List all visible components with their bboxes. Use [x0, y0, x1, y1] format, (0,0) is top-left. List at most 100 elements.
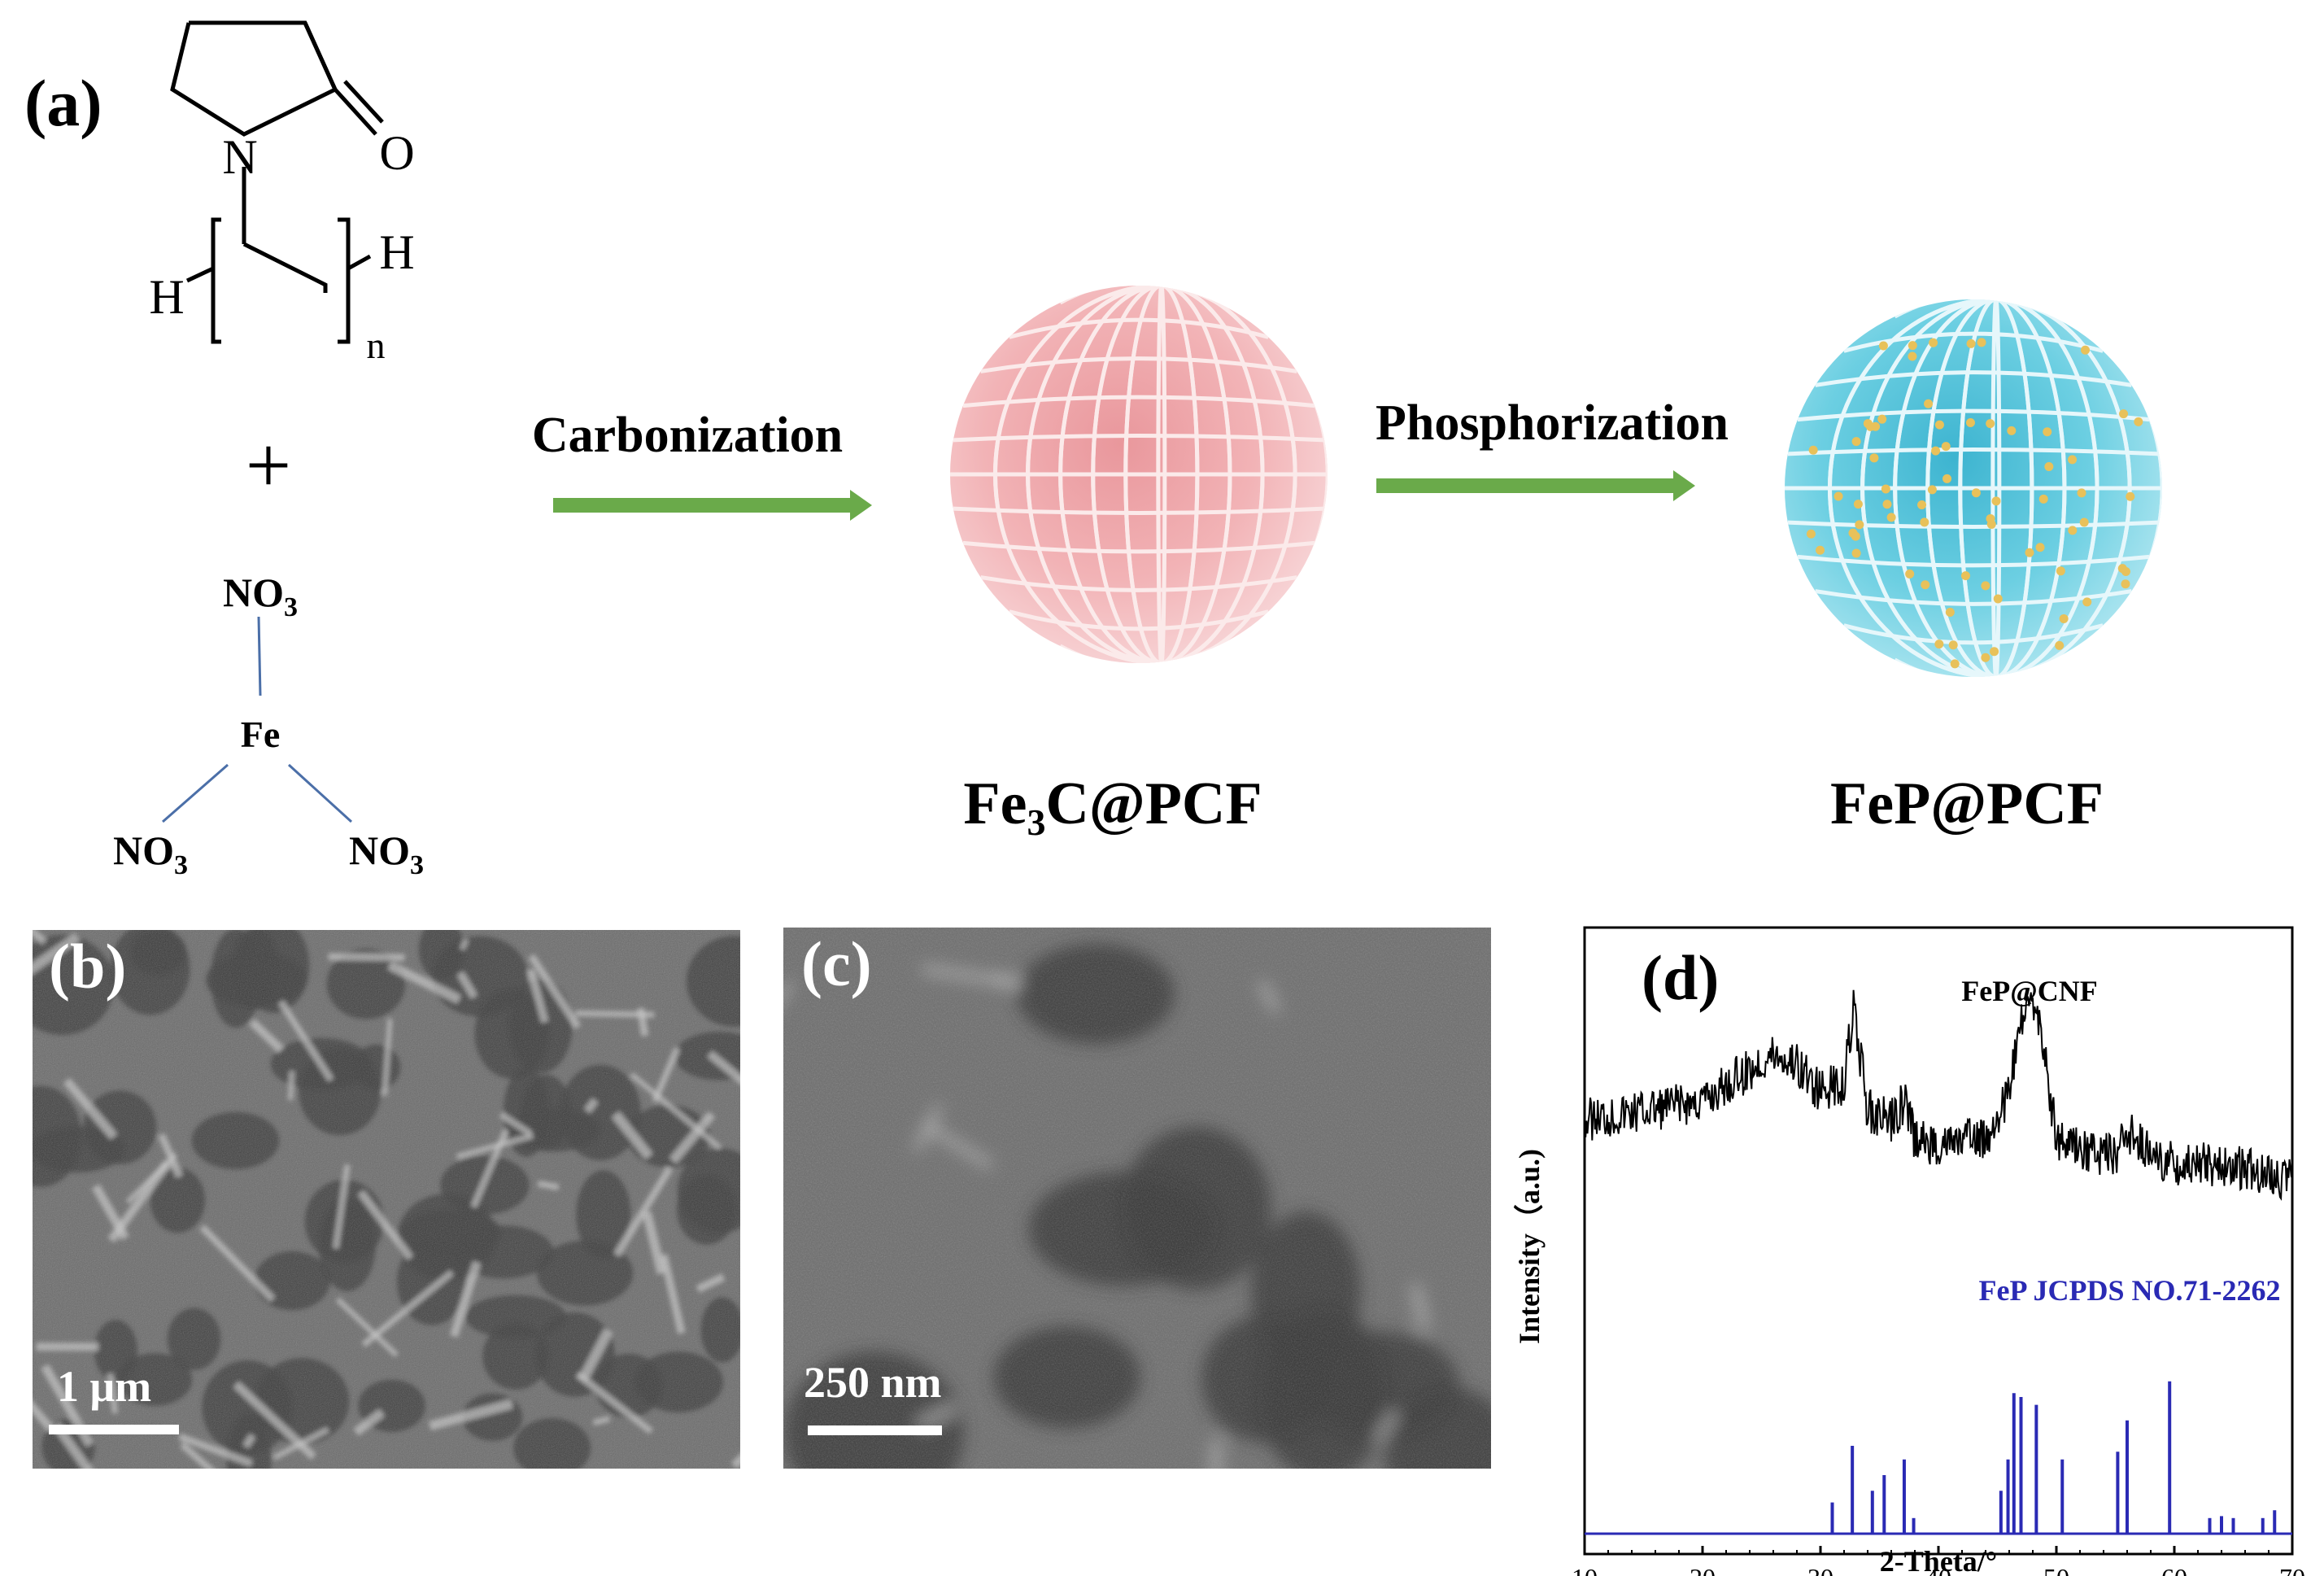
fep-pcf-sphere: [1785, 299, 2162, 677]
fep-particle: [1966, 338, 1976, 348]
sem-texture-c: [783, 928, 1491, 1469]
product1-label: Fe3C@PCF: [963, 771, 1262, 843]
fep-particle: [1816, 545, 1825, 555]
sem-texture-b: [33, 930, 740, 1469]
panel-a-scheme: N O H H n + Fe NO3 NO3 NO3 Carbonization…: [113, 20, 2162, 880]
xrd-xtick-label: 20: [1690, 1563, 1716, 1576]
fep-particle: [1945, 607, 1955, 617]
phosphorization-arrow: [1376, 470, 1695, 501]
fep-particle: [1942, 474, 1952, 483]
carbonization-label: Carbonization: [532, 408, 843, 463]
fep-particle: [2126, 491, 2135, 501]
fep-particle: [1886, 513, 1896, 522]
fep-particle: [1981, 581, 1990, 591]
fep-particle: [1927, 485, 1937, 495]
phosphorization-label: Phosphorization: [1376, 395, 1729, 451]
fep-particle: [1977, 338, 1986, 347]
fep-particle: [2035, 543, 2045, 552]
fep-particle: [2121, 579, 2130, 589]
fep-particle: [1881, 484, 1890, 494]
fep-particle: [1855, 520, 1864, 530]
fep-particle: [1851, 531, 1860, 541]
xrd-xtick-label: 10: [1572, 1563, 1598, 1576]
fep-particle: [1986, 513, 1995, 523]
fep-particle: [2119, 409, 2129, 419]
fep-particle: [1833, 491, 1843, 501]
fep-particle: [1917, 500, 1927, 509]
panel-d-label: (d): [1642, 942, 1719, 1013]
fep-particle: [1882, 500, 1892, 509]
xrd-xtick-label: 60: [2161, 1563, 2187, 1576]
fep-particle: [2055, 640, 2065, 650]
scale-bar-label-b: 1 μm: [57, 1362, 152, 1411]
fe-center: Fe: [241, 714, 281, 755]
xrd-xtick-label: 50: [2043, 1563, 2069, 1576]
fep-particle: [2082, 597, 2092, 607]
fe-bond-left: [162, 763, 229, 823]
ligand-left: NO3: [113, 827, 188, 880]
fe-bond-right: [287, 763, 353, 823]
fep-particle: [2068, 455, 2078, 465]
panel-c-label: (c): [801, 928, 872, 999]
fep-particle: [2068, 526, 2078, 535]
fep-particle: [1993, 594, 2003, 604]
fep-particle: [1851, 437, 1861, 447]
scale-bar-c: [808, 1425, 942, 1435]
xrd-xtick-label: 70: [2279, 1563, 2305, 1576]
fep-particle: [2056, 566, 2065, 576]
fep-particle: [2059, 613, 2069, 623]
fep-particle: [1924, 399, 1934, 408]
fep-particle: [1921, 580, 1930, 590]
fep-particle: [1981, 653, 1990, 662]
pvp-subscript-n: n: [367, 325, 386, 366]
fep-particle: [1948, 640, 1958, 650]
fep-particle: [1851, 548, 1861, 558]
ligand-top: NO3: [223, 570, 298, 622]
fep-particle: [1920, 517, 1929, 527]
pvp-atom-n: N: [222, 130, 257, 184]
fep-particle: [1934, 420, 1944, 430]
fep-particle: [2121, 567, 2130, 577]
fep-particle: [1806, 529, 1816, 539]
fep-particle: [1965, 417, 1975, 427]
fep-particle: [1931, 446, 1941, 456]
scale-bar-label-c: 250 nm: [804, 1358, 942, 1407]
fep-particle: [1960, 571, 1970, 581]
carbonization-arrow: [553, 490, 872, 521]
fep-particle: [2043, 427, 2052, 437]
sem-image-b: (b) 1 μm: [33, 930, 740, 1469]
panel-b-label: (b): [49, 931, 127, 1002]
fep-particle: [1808, 445, 1818, 455]
panel-a-label: (a): [24, 66, 102, 140]
xrd-ylabel: Intensity（a.u.): [1513, 1149, 1546, 1344]
fep-particle: [1929, 338, 1938, 347]
fep-particle: [2077, 488, 2086, 498]
xrd-series-sample: [1584, 989, 2293, 1201]
scale-bar-b: [49, 1425, 179, 1434]
xrd-chart: 10 20 30 40 50 60 70 (d) FeP@CNF FeP JCPDS NO.…: [1513, 926, 2305, 1576]
xrd-reference-label: FeP JCPDS NO.71-2262: [1979, 1274, 2281, 1307]
pvp-structure: [170, 20, 384, 344]
fep-particle: [1990, 647, 1999, 657]
fep-particle: [1877, 414, 1887, 424]
fep-particle: [2079, 517, 2089, 527]
pvp-h-right: H: [379, 225, 414, 279]
plus-sign: +: [246, 420, 291, 510]
pvp-atom-o: O: [379, 126, 414, 180]
pvp-h-left: H: [149, 270, 184, 324]
xrd-xtick-label: 40: [1925, 1563, 1951, 1576]
fe-bond-top: [257, 616, 262, 696]
fep-particle: [1934, 640, 1944, 649]
fep-particle: [1986, 419, 1995, 429]
xrd-sample-label: FeP@CNF: [1961, 975, 2097, 1007]
ligand-right: NO3: [349, 827, 424, 880]
fe3c-pcf-sphere: [950, 286, 1328, 663]
xrd-plot-frame: [1583, 926, 2294, 1556]
fep-particle: [1878, 341, 1888, 351]
fep-particle: [2081, 345, 2091, 355]
fep-particle: [1950, 659, 1960, 669]
fep-particle: [2044, 461, 2054, 471]
fep-particle: [1971, 488, 1981, 498]
fep-particle: [1853, 500, 1863, 509]
